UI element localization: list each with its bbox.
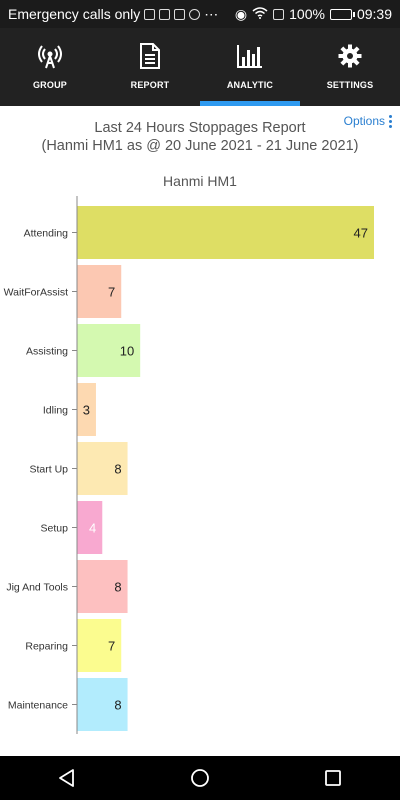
bar-value-label: 3 xyxy=(83,403,90,418)
bar-start-up xyxy=(77,442,128,495)
y-tick-label: Idling xyxy=(43,405,68,417)
tab-group-label: GROUP xyxy=(32,80,67,90)
y-tick-label: WaitForAssist xyxy=(4,287,68,299)
bar-idling xyxy=(77,383,96,436)
home-circle-icon[interactable] xyxy=(180,758,220,798)
tab-analytic[interactable]: ANALYTIC xyxy=(200,28,300,106)
bar-reparing xyxy=(77,619,122,672)
wallet-icon xyxy=(159,8,171,20)
y-tick-label: Attending xyxy=(24,228,69,240)
chart-title: Hanmi HM1 xyxy=(163,173,237,189)
battery-percent: 100% xyxy=(289,6,325,22)
carrier-text: Emergency calls only xyxy=(8,6,141,22)
bar-value-label: 8 xyxy=(114,580,121,595)
report-subtitle: (Hanmi HM1 as @ 20 June 2021 - 21 June 2… xyxy=(41,138,359,154)
tab-report[interactable]: REPORT xyxy=(100,28,200,106)
bar-assisting xyxy=(77,324,141,377)
tab-report-label: REPORT xyxy=(130,80,170,90)
clock: 09:39 xyxy=(356,6,392,22)
bar-value-label: 7 xyxy=(108,639,115,654)
report-title: Last 24 Hours Stoppages Report xyxy=(94,120,306,136)
battery-icon xyxy=(329,8,355,20)
bar-setup xyxy=(77,501,103,554)
analytic-content: Options Last 24 Hours Stoppages Report (… xyxy=(0,106,400,756)
bar-maintenance xyxy=(77,678,128,731)
y-tick-label: Setup xyxy=(41,523,69,535)
options-button[interactable]: Options xyxy=(344,114,392,128)
notification-app-icon xyxy=(144,8,156,20)
facebook-icon xyxy=(189,8,201,20)
kebab-menu-icon xyxy=(389,114,392,128)
y-tick-label: Maintenance xyxy=(8,700,68,712)
options-label: Options xyxy=(343,114,385,128)
bar-attending xyxy=(77,206,374,259)
document-icon xyxy=(136,42,164,70)
bar-waitforassist xyxy=(77,265,122,318)
tab-settings[interactable]: SETTINGS xyxy=(300,28,400,106)
wifi-icon xyxy=(252,6,268,22)
tab-group[interactable]: GROUP xyxy=(0,28,100,106)
gear-icon xyxy=(336,42,364,70)
bar-value-label: 47 xyxy=(354,226,368,241)
eye-comfort-icon: ◉ xyxy=(234,5,248,22)
bar-chart-icon xyxy=(236,42,264,70)
status-bar: Emergency calls only ⋯ ◉ 100% 09:39 xyxy=(0,0,400,28)
tab-settings-label: SETTINGS xyxy=(326,80,374,90)
more-notifications-icon: ⋯ xyxy=(204,5,219,22)
bar-jig-and-tools xyxy=(77,560,128,613)
image-icon xyxy=(174,8,186,20)
bar-value-label: 8 xyxy=(114,462,121,477)
y-tick-label: Start Up xyxy=(29,464,68,476)
bar-value-label: 10 xyxy=(120,344,134,359)
y-tick-label: Reparing xyxy=(25,641,68,653)
bar-value-label: 4 xyxy=(89,521,96,536)
top-tab-bar: GROUP REPORT ANALYTIC xyxy=(0,28,400,106)
y-tick-label: Jig And Tools xyxy=(6,582,68,594)
bar-value-label: 7 xyxy=(108,285,115,300)
bar-value-label: 8 xyxy=(114,698,121,713)
tab-analytic-label: ANALYTIC xyxy=(226,80,274,90)
broadcast-tower-icon xyxy=(36,42,64,70)
back-triangle-icon[interactable] xyxy=(47,758,87,798)
system-nav-bar xyxy=(0,756,400,800)
y-tick-label: Assisting xyxy=(26,346,68,358)
recents-square-icon[interactable] xyxy=(313,758,353,798)
battery-saver-icon xyxy=(273,8,285,20)
